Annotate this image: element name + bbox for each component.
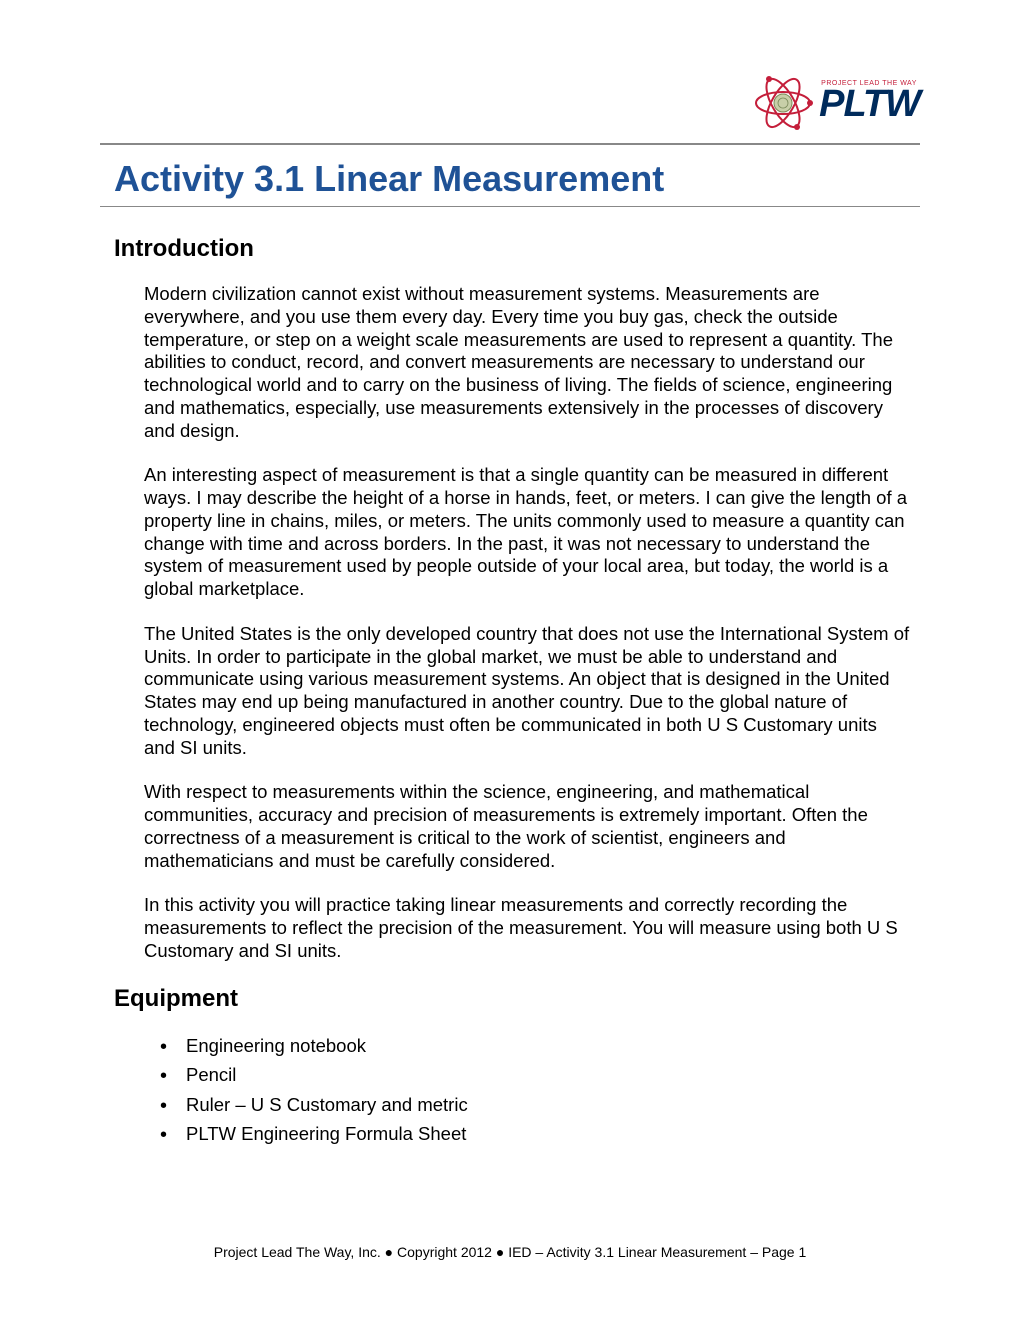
intro-paragraph-4: With respect to measurements within the … (114, 781, 920, 872)
atom-icon (753, 75, 813, 131)
divider-top (100, 143, 920, 145)
pltw-logo: PROJECT LEAD THE WAY PLTW (753, 75, 920, 131)
intro-paragraph-1: Modern civilization cannot exist without… (114, 283, 920, 442)
logo-area: PROJECT LEAD THE WAY PLTW (100, 75, 920, 131)
equipment-item: Ruler – U S Customary and metric (186, 1090, 920, 1120)
equipment-heading: Equipment (114, 985, 920, 1013)
intro-paragraph-3: The United States is the only developed … (114, 623, 920, 760)
content-area: Introduction Modern civilization cannot … (100, 235, 920, 1149)
intro-paragraph-5: In this activity you will practice takin… (114, 894, 920, 962)
equipment-item: PLTW Engineering Formula Sheet (186, 1119, 920, 1149)
equipment-item: Pencil (186, 1060, 920, 1090)
logo-text: PLTW (819, 83, 920, 126)
page-footer: Project Lead The Way, Inc. ● Copyright 2… (0, 1244, 1020, 1260)
equipment-list: Engineering notebook Pencil Ruler – U S … (114, 1031, 920, 1149)
page-title: Activity 3.1 Linear Measurement (100, 150, 920, 207)
logo-text-group: PROJECT LEAD THE WAY PLTW (819, 80, 920, 126)
introduction-heading: Introduction (114, 235, 920, 263)
intro-paragraph-2: An interesting aspect of measurement is … (114, 464, 920, 601)
equipment-item: Engineering notebook (186, 1031, 920, 1061)
